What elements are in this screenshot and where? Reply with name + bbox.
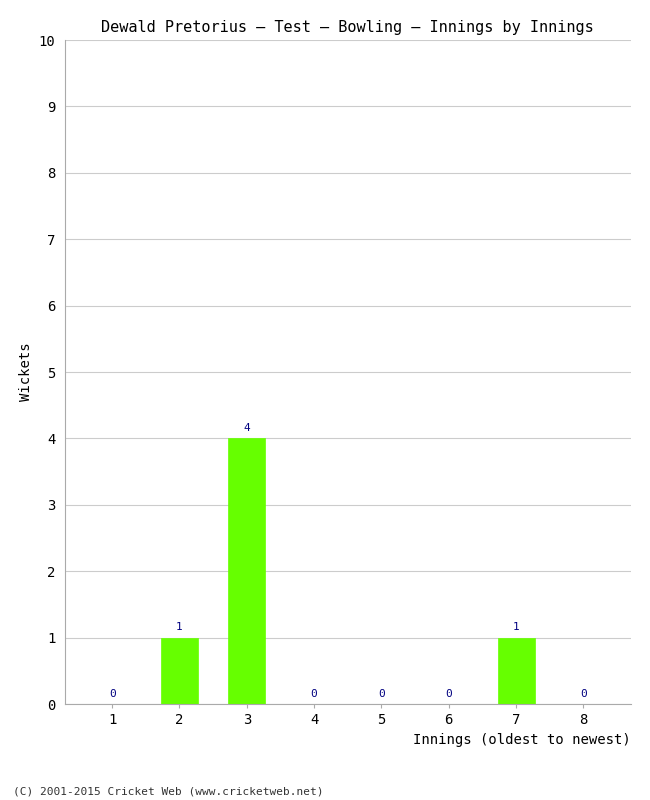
Title: Dewald Pretorius – Test – Bowling – Innings by Innings: Dewald Pretorius – Test – Bowling – Inni… xyxy=(101,20,594,34)
Text: 0: 0 xyxy=(378,689,385,698)
Text: (C) 2001-2015 Cricket Web (www.cricketweb.net): (C) 2001-2015 Cricket Web (www.cricketwe… xyxy=(13,786,324,796)
Text: 1: 1 xyxy=(176,622,183,632)
Text: 1: 1 xyxy=(513,622,519,632)
Bar xyxy=(228,438,265,704)
Text: 0: 0 xyxy=(109,689,116,698)
Text: 4: 4 xyxy=(243,423,250,433)
Text: 0: 0 xyxy=(445,689,452,698)
X-axis label: Innings (oldest to newest): Innings (oldest to newest) xyxy=(413,733,630,746)
Bar xyxy=(161,638,198,704)
Text: 0: 0 xyxy=(311,689,317,698)
Text: 0: 0 xyxy=(580,689,587,698)
Bar xyxy=(497,638,534,704)
Y-axis label: Wickets: Wickets xyxy=(19,342,33,402)
